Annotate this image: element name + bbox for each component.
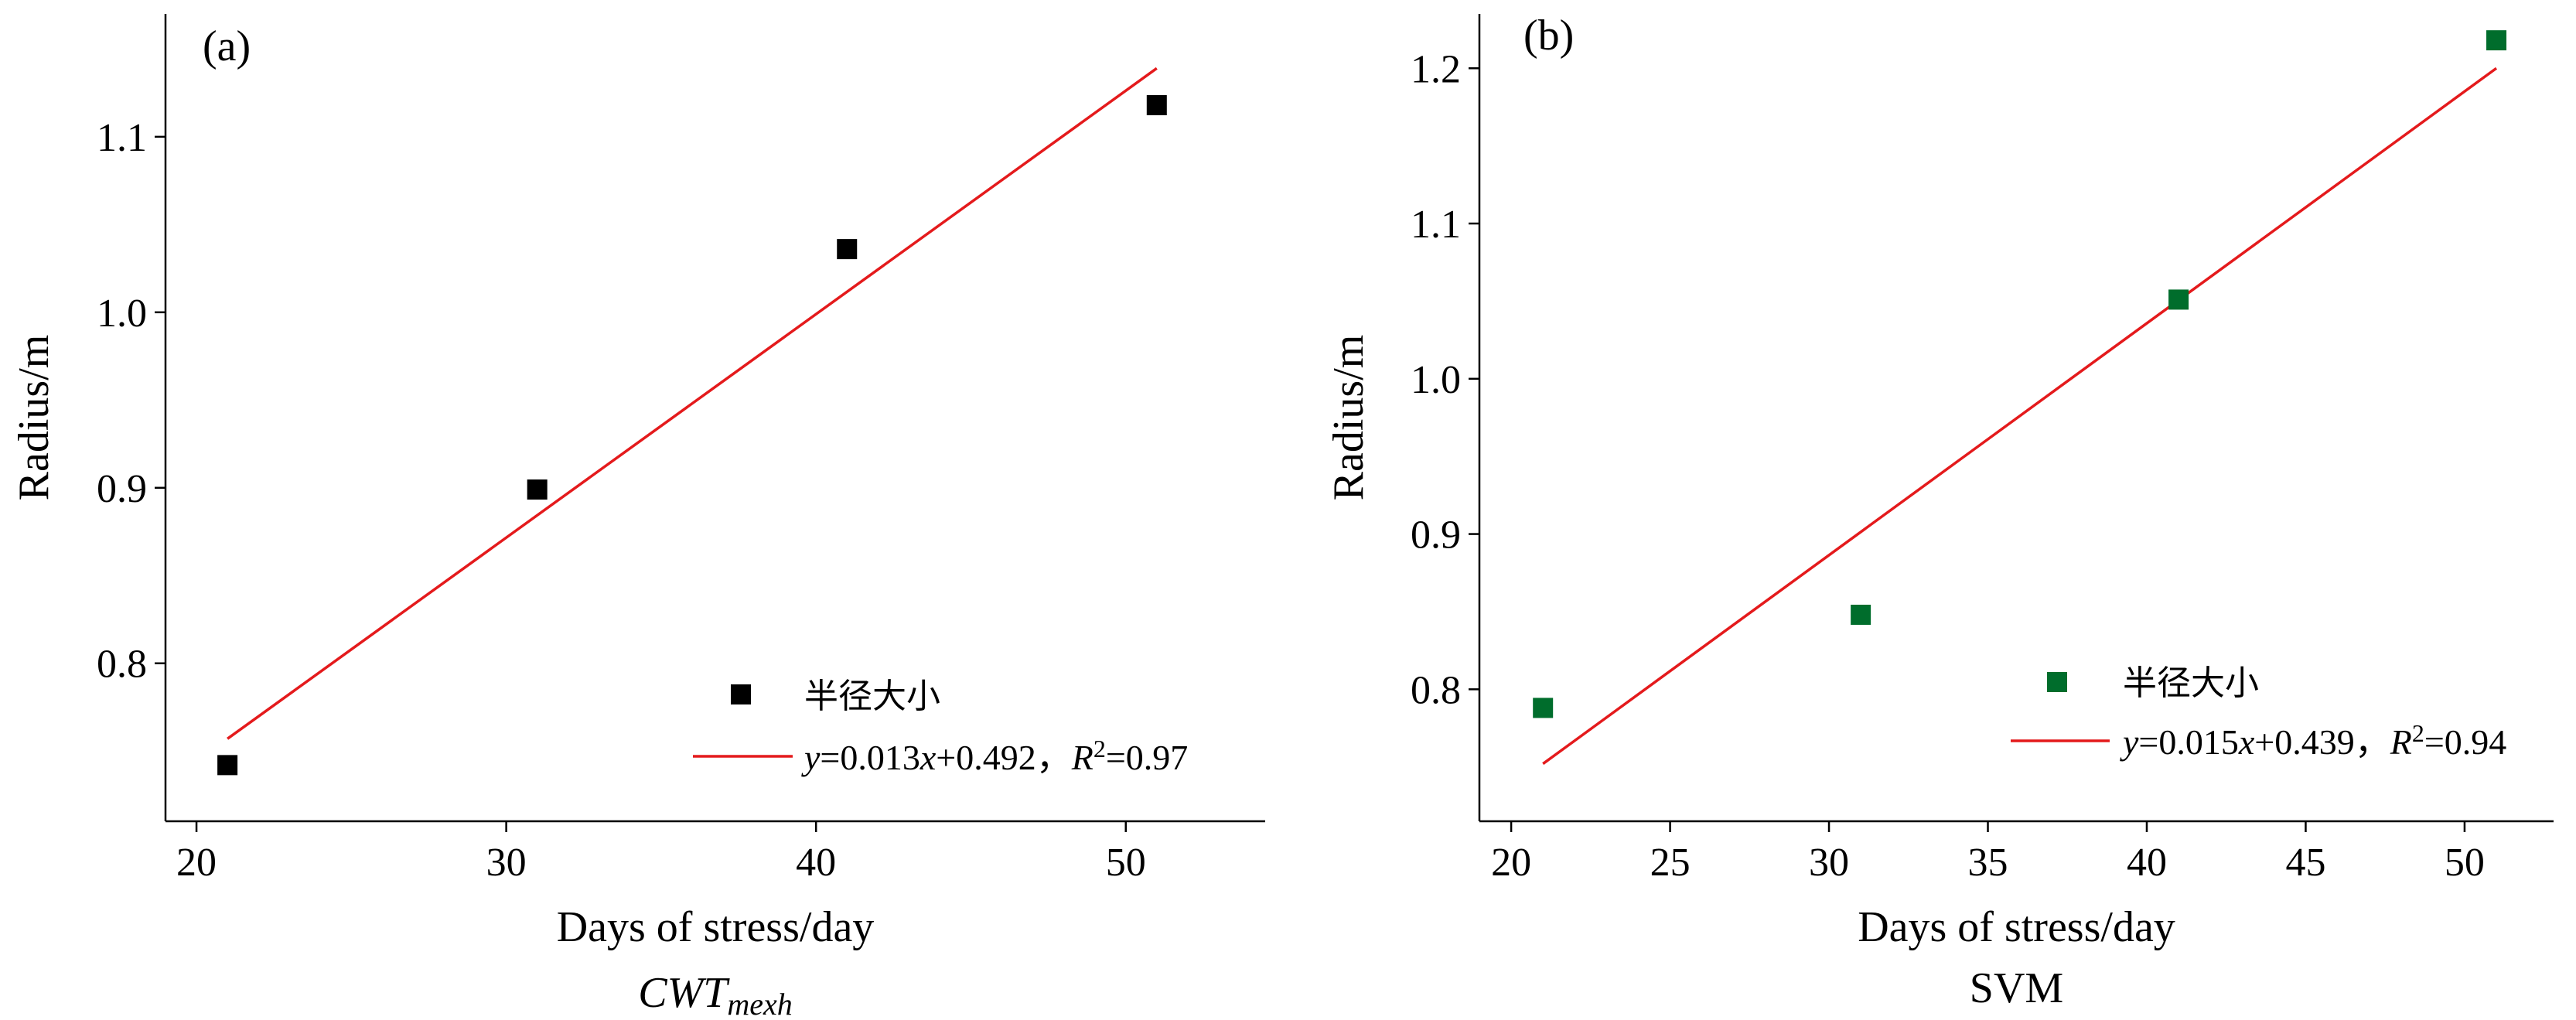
- x-tick-label: 50: [1106, 841, 1146, 885]
- y-axis-title: Radius/m: [10, 335, 58, 501]
- y-tick-label: 0.9: [97, 467, 147, 511]
- data-point: [527, 479, 548, 500]
- eq-part1: =0.013: [820, 738, 920, 777]
- legend-marker-label: 半径大小: [804, 677, 940, 716]
- eq-part3: =0.97: [1106, 738, 1188, 777]
- data-markers: [1533, 30, 2507, 718]
- eq-part2: +0.492，: [936, 738, 1071, 777]
- y-tick-label: 0.8: [1411, 668, 1461, 712]
- data-point: [1146, 95, 1167, 116]
- eq-sup: 2: [2412, 719, 2424, 747]
- panel-caption: SVM: [1970, 964, 2063, 1012]
- x-axis-title: Days of stress/day: [1858, 903, 2175, 951]
- data-point: [2486, 30, 2507, 51]
- eq-r: R: [2390, 722, 2412, 762]
- data-point: [1533, 698, 1554, 718]
- eq-part2: +0.439，: [2254, 722, 2390, 762]
- data-markers: [217, 95, 1167, 776]
- x-tick-label: 20: [1491, 841, 1531, 885]
- data-point: [2168, 289, 2189, 310]
- eq-x: x: [920, 738, 937, 777]
- eq-r: R: [1071, 738, 1094, 777]
- legend: 半径大小 y=0.013x+0.492，R2=0.97: [693, 677, 1188, 777]
- x-tick-label: 50: [2445, 841, 2485, 885]
- x-tick-label: 30: [1809, 841, 1849, 885]
- legend-marker-label: 半径大小: [2123, 664, 2259, 703]
- y-tick-label: 0.9: [1411, 513, 1461, 558]
- eq-part1: =0.015: [2138, 722, 2238, 762]
- caption-main: CWT: [638, 969, 730, 1017]
- fit-line: [1542, 67, 2498, 766]
- legend-marker: [2047, 672, 2067, 692]
- x-tick-label: 30: [486, 841, 527, 885]
- y-axis-title: Radius/m: [1325, 335, 1373, 501]
- panel-caption: CWTmexh: [638, 969, 793, 1020]
- y-tick-label: 1.0: [1411, 358, 1461, 402]
- eq-y: y: [2120, 722, 2139, 762]
- x-tick-label: 40: [796, 841, 836, 885]
- y-tick-label: 1.1: [97, 116, 147, 160]
- x-tick-label: 20: [176, 841, 217, 885]
- y-tick-label: 0.8: [97, 643, 147, 687]
- panel-label: (b): [1523, 12, 1574, 60]
- eq-x: x: [2238, 722, 2255, 762]
- eq-sup: 2: [1094, 735, 1106, 762]
- y-tick-label: 1.1: [1411, 203, 1461, 247]
- panel-label: (a): [203, 22, 251, 70]
- x-axis-title: Days of stress/day: [557, 903, 875, 951]
- legend: 半径大小 y=0.015x+0.439，R2=0.94: [2011, 664, 2506, 762]
- eq-part3: =0.94: [2424, 722, 2506, 762]
- y-ticks: 0.8 0.9 1.0 1.1: [97, 116, 165, 687]
- legend-equation: y=0.015x+0.439，R2=0.94: [2120, 719, 2506, 762]
- chart-panel-b: 20 25 30 35 40 45 50 0.8 0.9 1.0 1.1 1.2 (b) Days …: [1325, 12, 2554, 1012]
- y-tick-label: 1.0: [97, 292, 147, 336]
- y-tick-label: 1.2: [1411, 47, 1461, 91]
- caption-sub: mexh: [727, 987, 792, 1020]
- data-point: [837, 239, 858, 260]
- y-ticks: 0.8 0.9 1.0 1.1 1.2: [1411, 47, 1479, 712]
- x-tick-label: 40: [2127, 841, 2167, 885]
- chart-panel-a: 20 30 40 50 0.8 0.9 1.0 1.1 (a) Days of stress…: [10, 14, 1265, 1020]
- eq-y: y: [801, 738, 821, 777]
- data-point: [1851, 604, 1871, 625]
- x-ticks: 20 25 30 35 40 45 50: [1491, 821, 2485, 885]
- fit-line: [227, 67, 1158, 740]
- x-tick-label: 45: [2285, 841, 2325, 885]
- x-tick-label: 35: [1968, 841, 2008, 885]
- x-tick-label: 25: [1650, 841, 1691, 885]
- x-ticks: 20 30 40 50: [176, 821, 1146, 885]
- legend-marker: [731, 684, 751, 704]
- data-point: [217, 755, 238, 776]
- caption-main: SVM: [1970, 964, 2063, 1012]
- legend-equation: y=0.013x+0.492，R2=0.97: [801, 735, 1188, 777]
